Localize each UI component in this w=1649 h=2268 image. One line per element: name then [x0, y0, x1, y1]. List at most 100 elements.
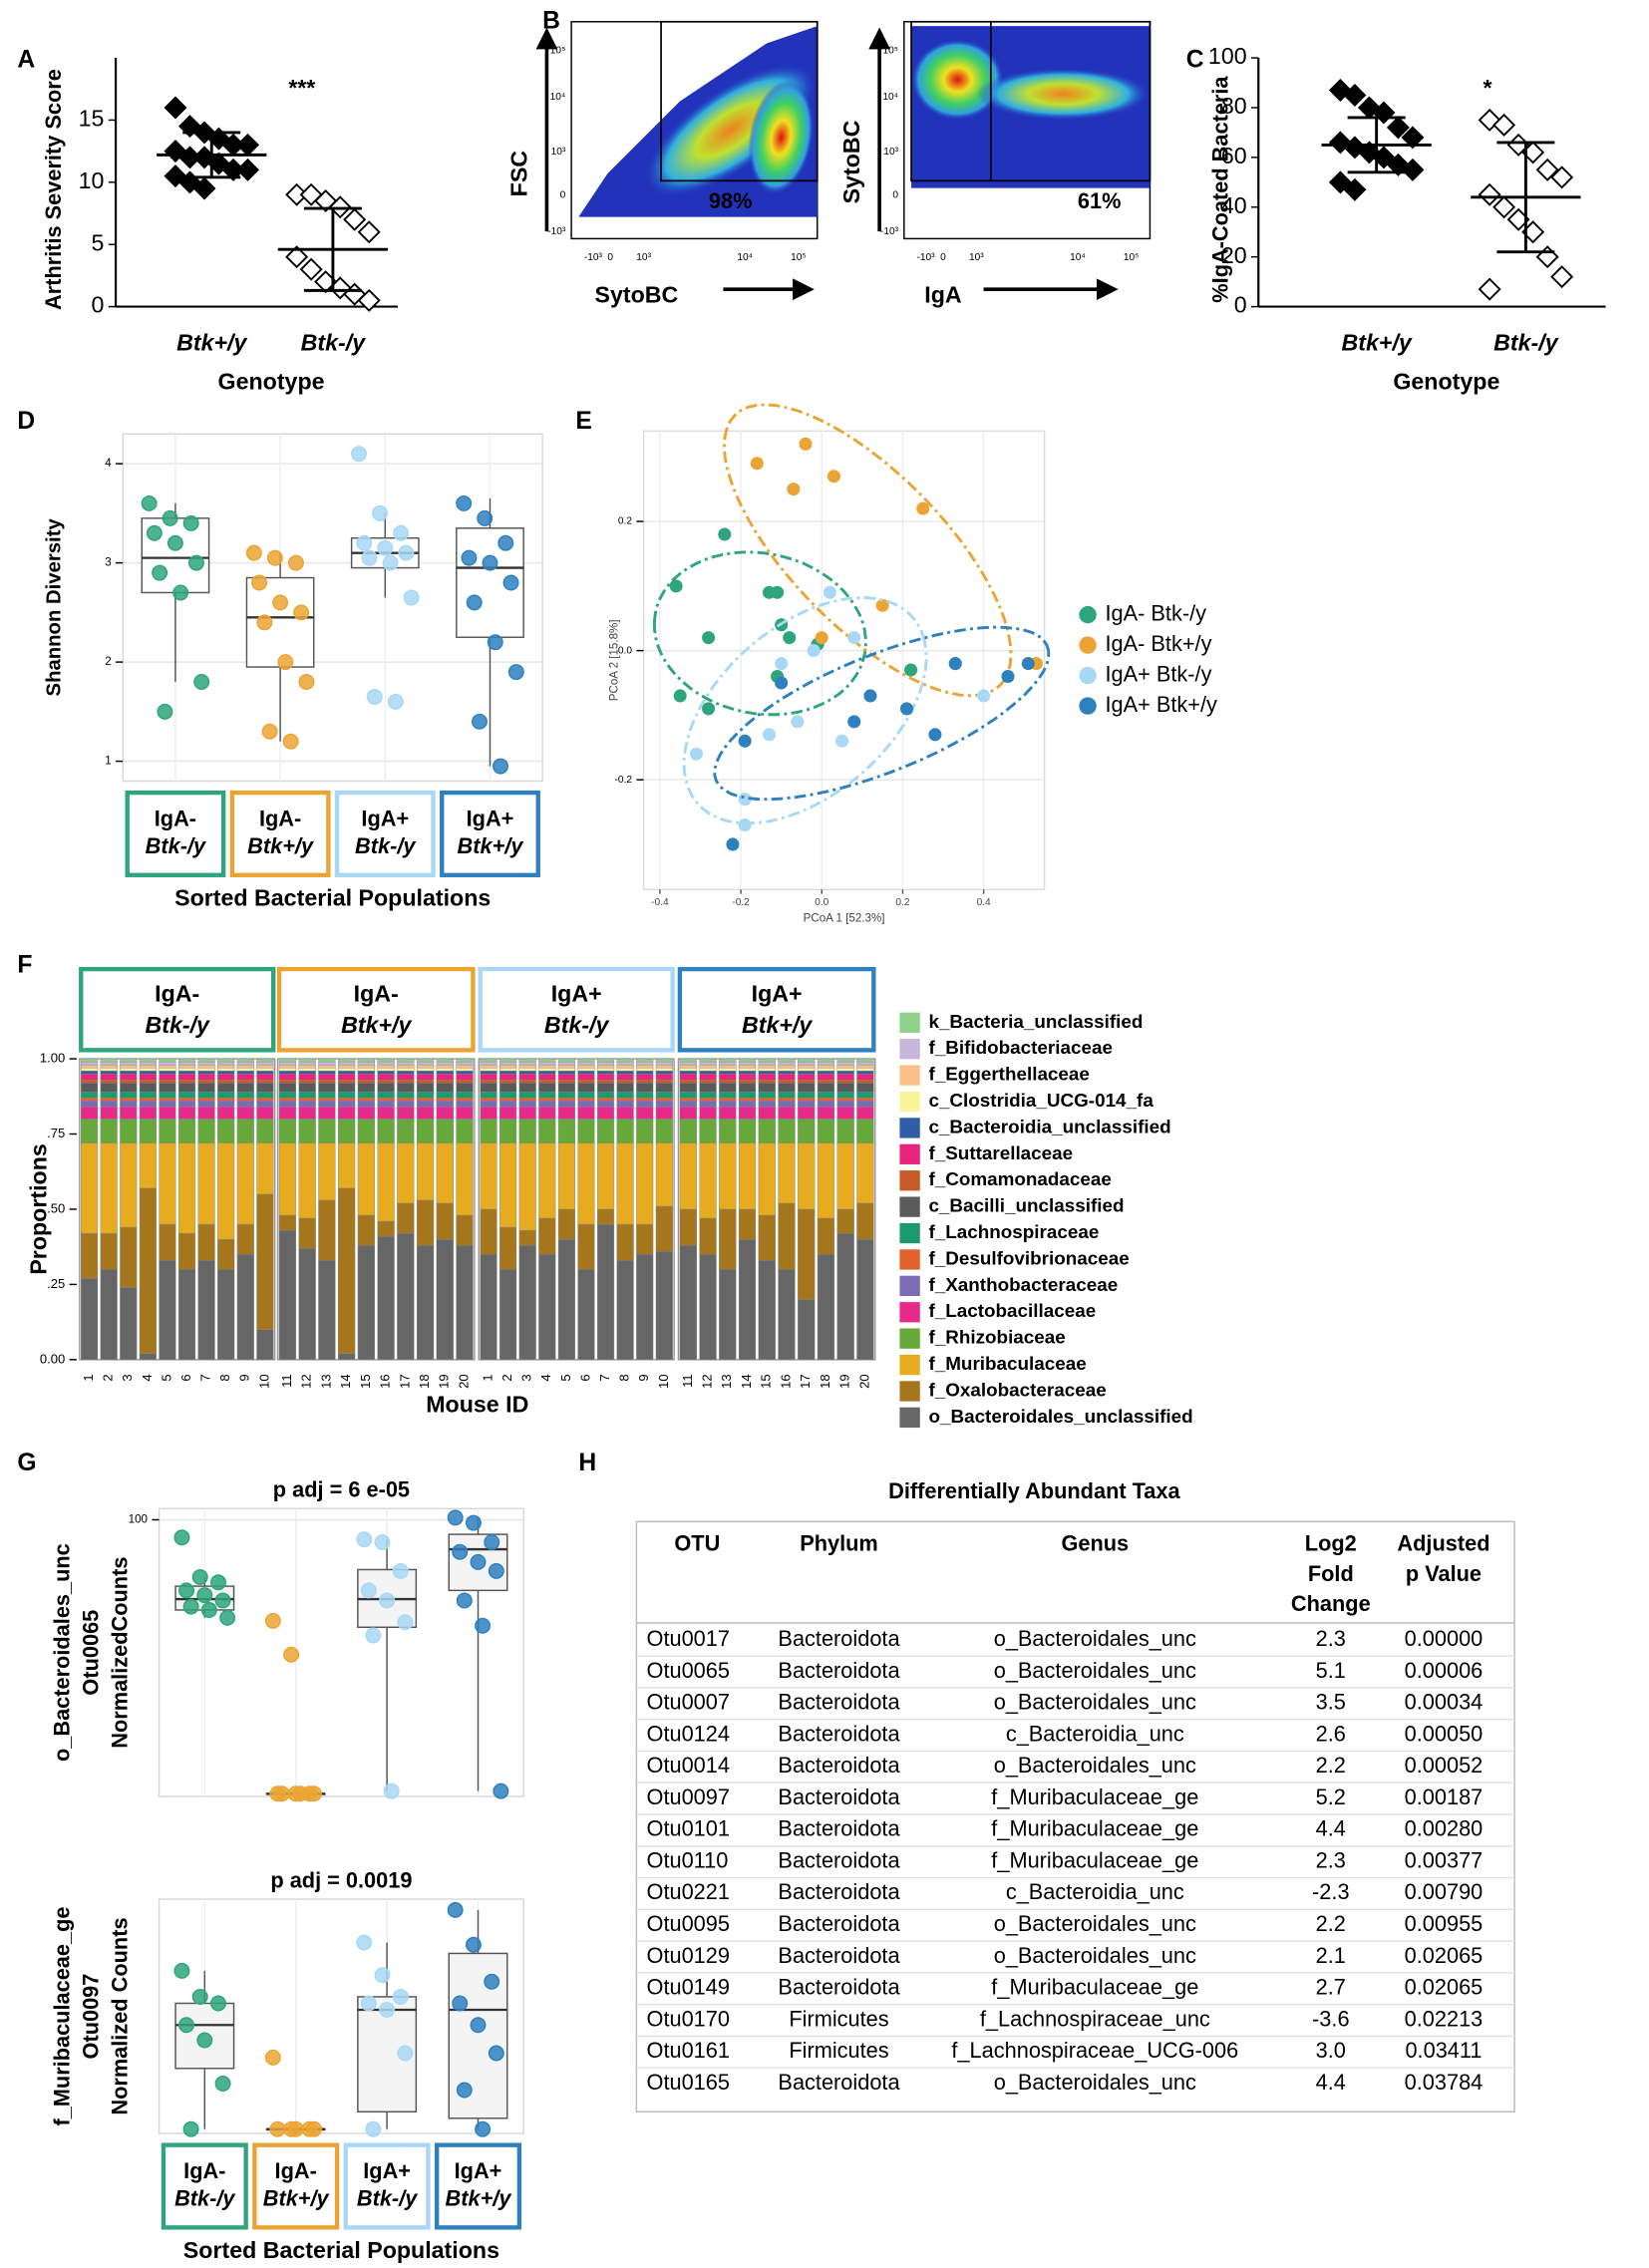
bar-segment: [636, 1223, 654, 1255]
bar-segment: [856, 1101, 874, 1108]
point: [669, 579, 683, 593]
bar-segment: [397, 1061, 415, 1066]
bar-segment: [318, 1107, 336, 1120]
bar-segment: [436, 1058, 454, 1063]
category-label: IgA-: [183, 2158, 225, 2183]
bar-segment: [337, 1070, 356, 1075]
axis-label: NormalizedCounts: [108, 1557, 133, 1749]
panel-title: IgA+: [752, 980, 803, 1006]
legend-swatch: [1079, 666, 1097, 685]
point: [775, 657, 789, 671]
bar-segment: [278, 1092, 297, 1099]
bar-segment: [397, 1119, 415, 1143]
bar-segment: [197, 1101, 215, 1108]
legend-label: f_Muribaculaceae: [928, 1353, 1086, 1374]
table-cell: 0.00280: [1405, 1816, 1484, 1841]
point: [387, 693, 404, 710]
bar-segment: [836, 1232, 854, 1361]
bar-segment: [177, 1058, 196, 1063]
bar-segment: [100, 1107, 118, 1120]
bar-segment: [616, 1058, 634, 1063]
column-header: Phylum: [800, 1530, 878, 1555]
category-label: Btk-/y: [1493, 329, 1559, 355]
point: [200, 1601, 217, 1618]
bar-segment: [480, 1092, 497, 1099]
bar-segment: [679, 1064, 697, 1069]
bar-segment: [518, 1101, 536, 1108]
bar-segment: [416, 1092, 435, 1099]
panel-header: [677, 966, 876, 1053]
point: [466, 594, 483, 611]
tick-label: 10³: [636, 252, 651, 263]
column-header: Change: [1291, 1591, 1371, 1616]
x-tick-label: 3: [120, 1374, 135, 1381]
bar-segment: [856, 1058, 874, 1063]
bar-segment: [557, 1061, 575, 1066]
bar-segment: [856, 1064, 874, 1069]
table-cell: 0.02213: [1405, 2006, 1484, 2031]
point: [357, 220, 381, 244]
bar-segment: [758, 1079, 776, 1084]
bar-segment: [197, 1142, 215, 1225]
table-title: Differentially Abundant Taxa: [888, 1478, 1180, 1503]
legend-label: IgA- Btk-/y: [1105, 600, 1206, 625]
point: [1550, 265, 1574, 289]
x-tick-label: 10: [256, 1374, 271, 1389]
bar-segment: [719, 1269, 737, 1361]
point: [356, 1531, 373, 1548]
bar-segment: [298, 1082, 316, 1093]
bar-segment: [596, 1073, 615, 1081]
bar-segment: [139, 1058, 157, 1063]
x-tick-label: 8: [617, 1374, 632, 1381]
bar-segment: [577, 1092, 595, 1099]
bar-segment: [856, 1142, 874, 1204]
bar-segment: [758, 1142, 776, 1216]
bar-segment: [436, 1070, 454, 1075]
gate-label: 98%: [709, 188, 753, 213]
table-cell: Bacteroidota: [778, 1879, 900, 1904]
bar-segment: [139, 1142, 157, 1189]
bar-segment: [557, 1101, 575, 1108]
bar-segment: [278, 1107, 297, 1120]
tick-label: 10⁵: [1124, 252, 1139, 263]
bar-segment: [719, 1107, 737, 1120]
bar-segment: [798, 1101, 816, 1108]
bar-segment: [679, 1101, 697, 1108]
bar-segment: [236, 1119, 254, 1143]
bar-segment: [738, 1101, 757, 1108]
point: [1478, 277, 1501, 301]
bar-segment: [817, 1067, 835, 1072]
bar-segment: [577, 1142, 595, 1225]
bar-segment: [596, 1070, 615, 1075]
y-tick-label: 60: [1221, 143, 1247, 168]
bar-segment: [577, 1269, 595, 1361]
bar-segment: [636, 1061, 654, 1066]
point: [815, 631, 828, 645]
point: [497, 534, 514, 551]
x-tick-label: 13: [719, 1374, 734, 1389]
bar-segment: [120, 1107, 138, 1120]
bar-segment: [636, 1107, 654, 1120]
point: [173, 1529, 190, 1546]
point: [452, 1995, 469, 2012]
table-cell: Bacteroidota: [778, 1690, 900, 1715]
bar-segment: [738, 1082, 757, 1093]
point: [398, 544, 415, 561]
point: [357, 288, 381, 312]
bar-segment: [197, 1119, 215, 1143]
bar-segment: [397, 1079, 415, 1084]
category-label: IgA+: [467, 806, 514, 830]
bar-segment: [679, 1119, 697, 1143]
bar-segment: [377, 1058, 395, 1063]
bar-segment: [337, 1079, 356, 1084]
bar-segment: [377, 1107, 395, 1120]
bar-segment: [139, 1187, 157, 1355]
bar-segment: [636, 1101, 654, 1108]
bar-segment: [758, 1082, 776, 1093]
bar-segment: [738, 1064, 757, 1069]
bar-segment: [100, 1101, 118, 1108]
point: [306, 1785, 322, 1802]
bar-segment: [557, 1238, 575, 1361]
table-cell: Otu0110: [647, 1847, 729, 1872]
bar-segment: [636, 1142, 654, 1225]
